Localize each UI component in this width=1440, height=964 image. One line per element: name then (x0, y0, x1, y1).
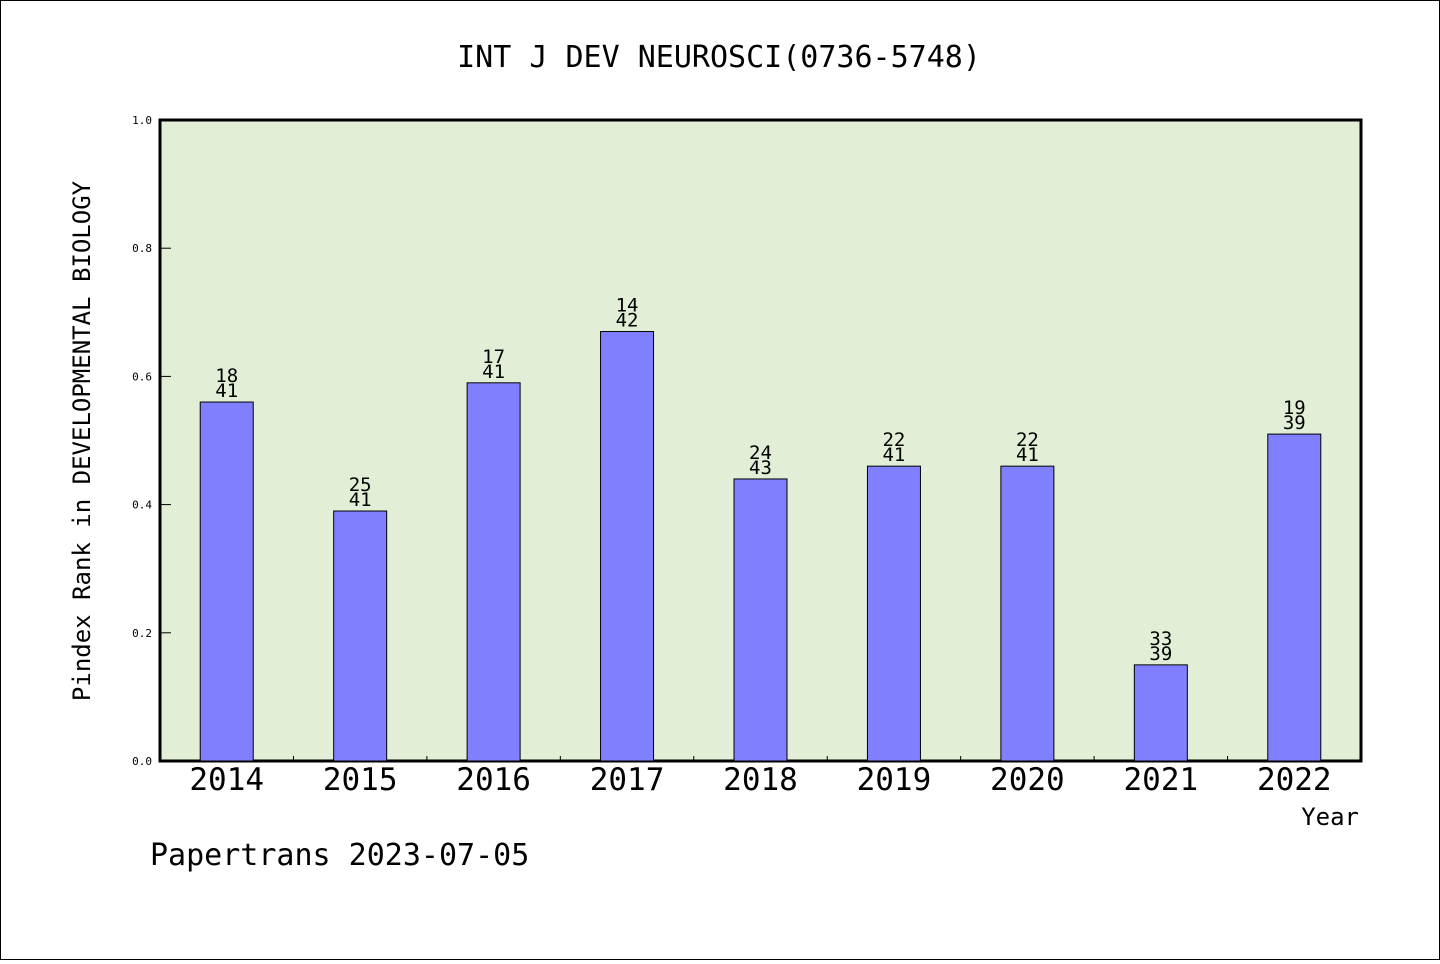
bar-2015 (333, 510, 388, 762)
bar-2020 (1000, 465, 1055, 762)
y-tick-label: 1.0 (132, 114, 152, 127)
bar-2022 (1267, 433, 1322, 762)
bar-label-total: 41 (482, 361, 505, 383)
x-tick-label: 2017 (590, 762, 665, 798)
x-tick-label: 2015 (323, 762, 398, 798)
bar-label-rank: 22 (1016, 429, 1039, 451)
bar-label-total: 39 (1149, 643, 1172, 665)
x-axis-label: Year (1301, 803, 1359, 831)
x-tick-label: 2021 (1124, 762, 1199, 798)
y-axis: 0.0 0.2 0.4 0.6 0.8 1.0 (132, 114, 171, 768)
bar-label-total: 39 (1283, 412, 1306, 434)
x-tick-label: 2020 (990, 762, 1065, 798)
bar-label-rank: 25 (349, 474, 372, 496)
bar-label-rank: 17 (482, 346, 505, 368)
y-tick-label: 0.2 (132, 627, 152, 640)
bar-2021 (1133, 664, 1188, 762)
bar-label-total: 43 (749, 457, 772, 479)
bar-label-total: 42 (616, 310, 639, 332)
x-axis: 2014 2015 2016 2017 2018 2019 2020 2021 2022 (189, 756, 1332, 798)
x-tick-label: 2019 (857, 762, 932, 798)
y-tick-label: 0.8 (132, 242, 152, 255)
bar-label-total: 41 (349, 489, 372, 511)
y-tick-label: 0.4 (132, 499, 152, 512)
bar-label-rank: 24 (749, 442, 772, 464)
footer-credit: Papertrans 2023-07-05 (150, 838, 529, 873)
bar-label-rank: 14 (616, 295, 639, 317)
bar-label-rank: 22 (882, 429, 905, 451)
bar-label-total: 41 (1016, 444, 1039, 466)
bar-label-total: 41 (215, 380, 238, 402)
y-axis-label: Pindex Rank in DEVELOPMENTAL BIOLOGY (68, 180, 96, 701)
x-tick-label: 2016 (456, 762, 531, 798)
x-tick-label: 2022 (1257, 762, 1332, 798)
x-tick-label: 2018 (723, 762, 798, 798)
bar-2017 (600, 331, 655, 762)
bar-label-rank: 18 (215, 365, 238, 387)
bar-2018 (733, 478, 788, 762)
y-tick-label: 0.6 (132, 370, 152, 383)
bar-label-rank: 19 (1283, 397, 1306, 419)
bar-2016 (466, 382, 521, 762)
bar-2014 (199, 401, 254, 762)
bar-label-total: 41 (882, 444, 905, 466)
x-tick-label: 2014 (189, 762, 264, 798)
chart-title: INT J DEV NEUROSCI(0736-5748) (457, 40, 981, 75)
bar-label-rank: 33 (1149, 628, 1172, 650)
y-tick-label: 0.0 (132, 755, 152, 768)
bar-2019 (866, 465, 921, 762)
